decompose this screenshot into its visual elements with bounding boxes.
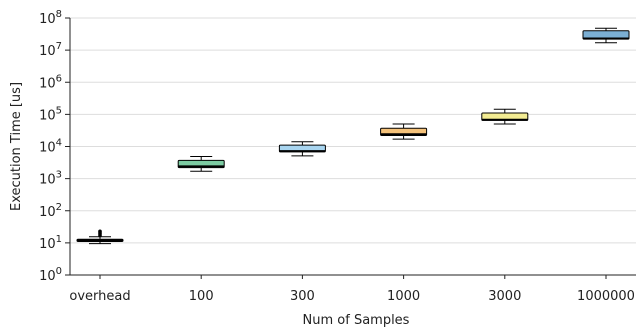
y-tick-label: 104 bbox=[39, 138, 62, 156]
x-tick-label: 1000 bbox=[387, 289, 420, 304]
grid-lines bbox=[70, 17, 636, 276]
outlier-point bbox=[98, 229, 102, 234]
x-tick-label: 100 bbox=[189, 289, 214, 304]
box-1000000 bbox=[582, 27, 630, 44]
y-tick-label: 100 bbox=[39, 266, 62, 284]
x-tick-label: overhead bbox=[69, 289, 130, 304]
y-tick-label: 105 bbox=[39, 105, 62, 123]
box-1000 bbox=[380, 123, 428, 140]
y-tick-label: 102 bbox=[39, 202, 62, 220]
y-tick-label: 107 bbox=[39, 41, 62, 59]
y-axis-label: Execution Time [us] bbox=[9, 82, 24, 211]
box-100 bbox=[177, 155, 225, 172]
x-tick-label: 3000 bbox=[488, 289, 521, 304]
x-tick-label: 1000000 bbox=[577, 289, 635, 304]
box-overhead bbox=[76, 229, 124, 245]
x-tick-label: 300 bbox=[290, 289, 315, 304]
axes: 100 101 102 103 104 105 106 107 108 overhead 100 30… bbox=[39, 9, 636, 304]
x-axis-label: Num of Samples bbox=[303, 313, 410, 328]
y-tick-label: 101 bbox=[39, 234, 62, 252]
box-3000 bbox=[481, 108, 529, 125]
y-tick-label: 106 bbox=[39, 73, 62, 91]
box-300 bbox=[278, 141, 326, 157]
y-tick-label: 108 bbox=[39, 9, 62, 27]
boxes bbox=[76, 27, 630, 245]
y-tick-label: 103 bbox=[39, 170, 62, 188]
